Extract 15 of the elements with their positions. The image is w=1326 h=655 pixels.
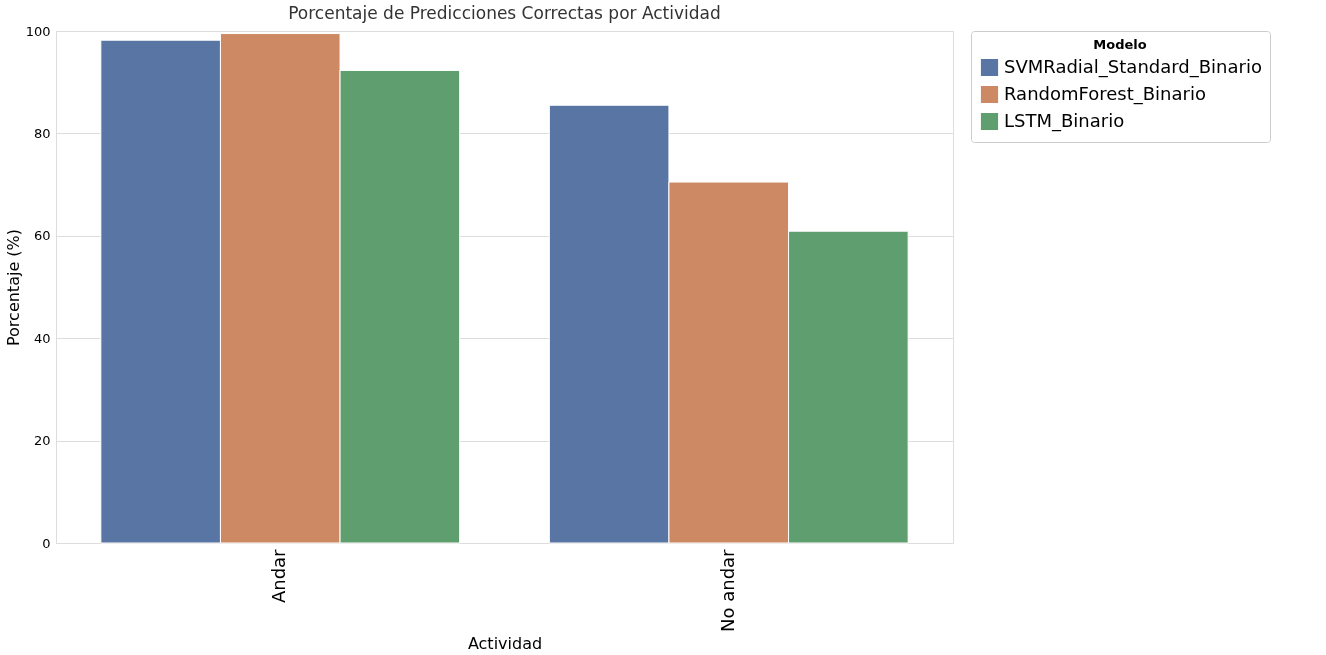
x-tick-label: Andar	[268, 548, 290, 604]
legend-label: LSTM_Binario	[1004, 109, 1125, 132]
y-tick-label: 0	[42, 535, 51, 551]
legend-title: Modelo	[1093, 37, 1147, 52]
y-tick-label: 100	[25, 23, 51, 39]
y-axis-title: Porcentaje (%)	[3, 228, 23, 347]
x-axis-title: Actividad	[467, 633, 543, 653]
y-tick-label: 40	[33, 330, 51, 346]
legend-label: RandomForest_Binario	[1004, 82, 1206, 105]
y-tick-label: 20	[33, 433, 51, 449]
y-tick-label: 60	[33, 228, 51, 244]
y-tick-label: 80	[33, 125, 51, 141]
chart-title: Porcentaje de Predicciones Correctas por Actividad	[288, 3, 721, 23]
x-tick-label: No andar	[716, 548, 738, 632]
legend-label: SVMRadial_Standard_Binario	[1004, 55, 1262, 78]
